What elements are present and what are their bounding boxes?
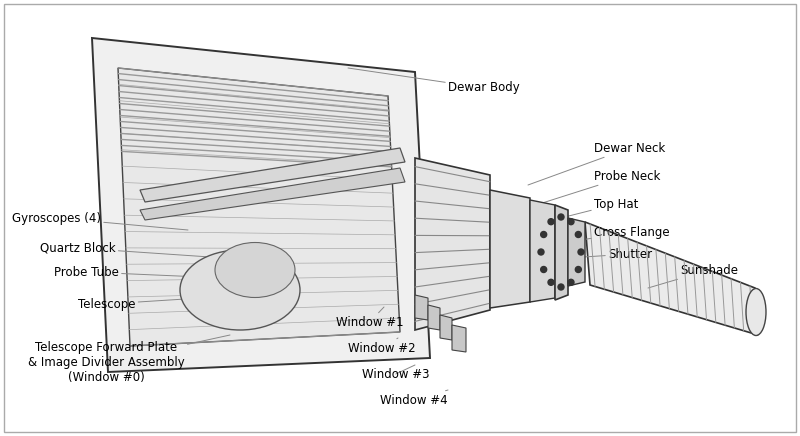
Polygon shape	[452, 325, 466, 352]
Text: Window #2: Window #2	[348, 338, 416, 354]
Text: Gyroscopes (4): Gyroscopes (4)	[12, 211, 188, 230]
Text: Sunshade: Sunshade	[648, 263, 738, 288]
Circle shape	[538, 249, 544, 255]
Circle shape	[541, 232, 546, 238]
Polygon shape	[530, 200, 555, 302]
Polygon shape	[118, 68, 400, 346]
Circle shape	[575, 266, 582, 272]
Circle shape	[548, 279, 554, 285]
Polygon shape	[92, 38, 430, 372]
Circle shape	[568, 279, 574, 285]
Polygon shape	[585, 222, 758, 335]
Ellipse shape	[746, 289, 766, 335]
Text: Telescope Forward Plate
& Image Divider Assembly
(Window #0): Telescope Forward Plate & Image Divider …	[28, 335, 230, 384]
Text: Probe Tube: Probe Tube	[54, 266, 224, 279]
Text: Cross Flange: Cross Flange	[555, 225, 670, 244]
Ellipse shape	[180, 250, 300, 330]
Circle shape	[541, 266, 546, 272]
Text: Window #4: Window #4	[380, 390, 448, 406]
Circle shape	[548, 219, 554, 225]
Circle shape	[575, 232, 582, 238]
Circle shape	[558, 284, 564, 290]
Text: Window #1: Window #1	[336, 307, 404, 328]
Polygon shape	[568, 218, 585, 286]
Polygon shape	[490, 190, 530, 308]
Circle shape	[558, 214, 564, 220]
Circle shape	[578, 249, 584, 255]
Polygon shape	[140, 168, 405, 220]
Circle shape	[568, 219, 574, 225]
Polygon shape	[428, 305, 440, 330]
Polygon shape	[440, 315, 452, 340]
Ellipse shape	[215, 242, 295, 297]
Polygon shape	[555, 205, 568, 300]
Polygon shape	[415, 158, 490, 330]
Text: Shutter: Shutter	[568, 248, 652, 260]
Text: Top Hat: Top Hat	[545, 198, 638, 222]
Text: Dewar Neck: Dewar Neck	[528, 142, 666, 185]
Text: Dewar Body: Dewar Body	[348, 68, 520, 95]
Polygon shape	[140, 148, 405, 202]
Text: Window #3: Window #3	[362, 365, 430, 381]
Text: Telescope: Telescope	[78, 295, 248, 310]
Text: Quartz Block: Quartz Block	[40, 242, 210, 257]
Polygon shape	[415, 295, 428, 320]
Text: Probe Neck: Probe Neck	[536, 170, 660, 205]
